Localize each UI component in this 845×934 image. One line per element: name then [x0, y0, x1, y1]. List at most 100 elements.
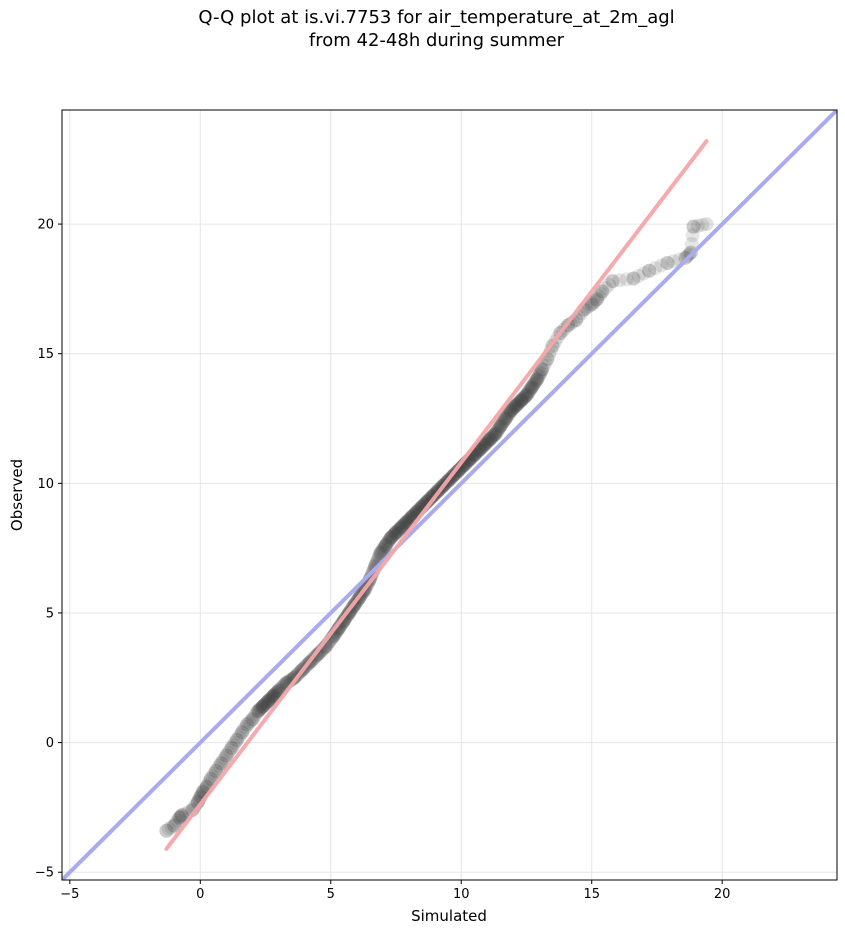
qq-point-interp: [631, 268, 646, 283]
qq-point: [383, 530, 398, 545]
qq-point-interp: [500, 408, 515, 423]
qq-point-interp: [654, 258, 669, 273]
plot-frame: [61, 109, 838, 881]
qq-point: [626, 271, 641, 286]
qq-point-interp: [478, 436, 493, 451]
qq-point-interp: [383, 531, 398, 546]
qq-point: [477, 437, 492, 452]
qq-point-interp: [391, 522, 406, 537]
x-tick-label: 0: [196, 887, 204, 902]
chart-title-line-2: from 42-48h during summer: [308, 30, 565, 51]
qq-point-interp: [500, 409, 515, 424]
x-tick-label: −5: [60, 887, 79, 902]
qq-point: [399, 515, 414, 530]
qq-point-interp: [490, 423, 505, 438]
qq-point-interp: [626, 271, 641, 286]
qq-point-interp: [233, 727, 248, 742]
qq-point-interp: [173, 809, 188, 824]
qq-point-interp: [268, 686, 283, 701]
qq-point-interp: [563, 316, 578, 331]
y-tick-label: 0: [46, 736, 54, 751]
qq-point-interp: [534, 363, 549, 378]
qq-point: [524, 380, 539, 395]
qq-point-interp: [497, 413, 512, 428]
qq-point-interp: [264, 691, 279, 706]
qq-point-interp: [226, 738, 241, 753]
qq-point-interp: [378, 538, 393, 553]
y-tick-label: −5: [35, 866, 54, 881]
qq-point-interp: [474, 440, 489, 455]
qq-point-interp: [523, 381, 538, 396]
qq-point-interp: [388, 526, 403, 541]
qq-point-interp: [208, 764, 223, 779]
qq-point-interp: [684, 236, 699, 251]
qq-point-interp: [245, 712, 260, 727]
qq-point-interp: [612, 273, 627, 288]
qq-point-interp: [619, 272, 634, 287]
qq-point: [451, 463, 466, 478]
qq-point: [159, 823, 174, 838]
qq-point-interp: [514, 393, 529, 408]
qq-point-interp: [475, 439, 490, 454]
qq-point-interp: [168, 815, 183, 830]
qq-point: [529, 372, 544, 387]
qq-point-interp: [513, 394, 528, 409]
qq-point-interp: [258, 697, 273, 712]
qq-point-interp: [598, 281, 613, 296]
qq-point: [245, 712, 260, 727]
qq-point-interp: [517, 389, 532, 404]
qq-point-interp: [591, 289, 606, 304]
identity-line: [62, 110, 837, 880]
qq-point-interp: [507, 400, 522, 415]
qq-point-interp: [238, 720, 253, 735]
qq-point-interp: [530, 371, 545, 386]
x-tick-label: 20: [714, 887, 731, 902]
qq-point: [261, 694, 276, 709]
qq-point: [389, 525, 404, 540]
qq-point-interp: [235, 725, 250, 740]
qq-point-interp: [377, 539, 392, 554]
qq-point-interp: [488, 427, 503, 442]
qq-point-interp: [240, 717, 255, 732]
qq-point-interp: [685, 228, 700, 243]
qq-point-interp: [159, 823, 174, 838]
qq-point: [584, 297, 599, 312]
qq-point-interp: [253, 701, 268, 716]
qq-point-interp: [499, 410, 514, 425]
qq-point-interp: [207, 766, 222, 781]
qq-point-interp: [375, 543, 390, 557]
qq-point-interp: [502, 405, 517, 420]
qq-point-interp: [494, 417, 509, 432]
qq-point: [503, 403, 518, 418]
qq-point-interp: [167, 818, 182, 833]
qq-point-interp: [185, 803, 200, 817]
qq-point-interp: [593, 287, 608, 302]
qq-point-interp: [520, 385, 535, 400]
qq-point-interp: [528, 374, 543, 389]
qq-point-interp: [695, 217, 710, 232]
qq-point-interp: [491, 421, 506, 436]
qq-point-interp: [501, 407, 516, 422]
qq-point: [535, 362, 550, 377]
qq-point-interp: [515, 392, 530, 407]
qq-point: [498, 411, 513, 426]
qq-point-interp: [481, 433, 496, 448]
qq-point-interp: [494, 418, 509, 433]
qq-point-interp: [260, 694, 275, 709]
qq-point-interp: [506, 401, 521, 416]
qq-point-interp: [174, 809, 189, 824]
qq-point-interp: [595, 284, 610, 299]
qq-point-interp: [509, 398, 524, 413]
qq-point-interp: [523, 382, 538, 397]
qq-point-interp: [484, 430, 499, 445]
qq-point-interp: [532, 368, 547, 383]
qq-point-interp: [219, 748, 234, 763]
y-tick-label: 10: [37, 477, 54, 492]
qq-point-interp: [251, 703, 266, 718]
qq-point-interp: [399, 515, 414, 530]
qq-point-interp: [476, 438, 491, 453]
qq-point-interp: [476, 438, 491, 453]
qq-point-interp: [602, 277, 617, 292]
qq-point: [250, 704, 265, 719]
qq-point-interp: [248, 707, 263, 722]
